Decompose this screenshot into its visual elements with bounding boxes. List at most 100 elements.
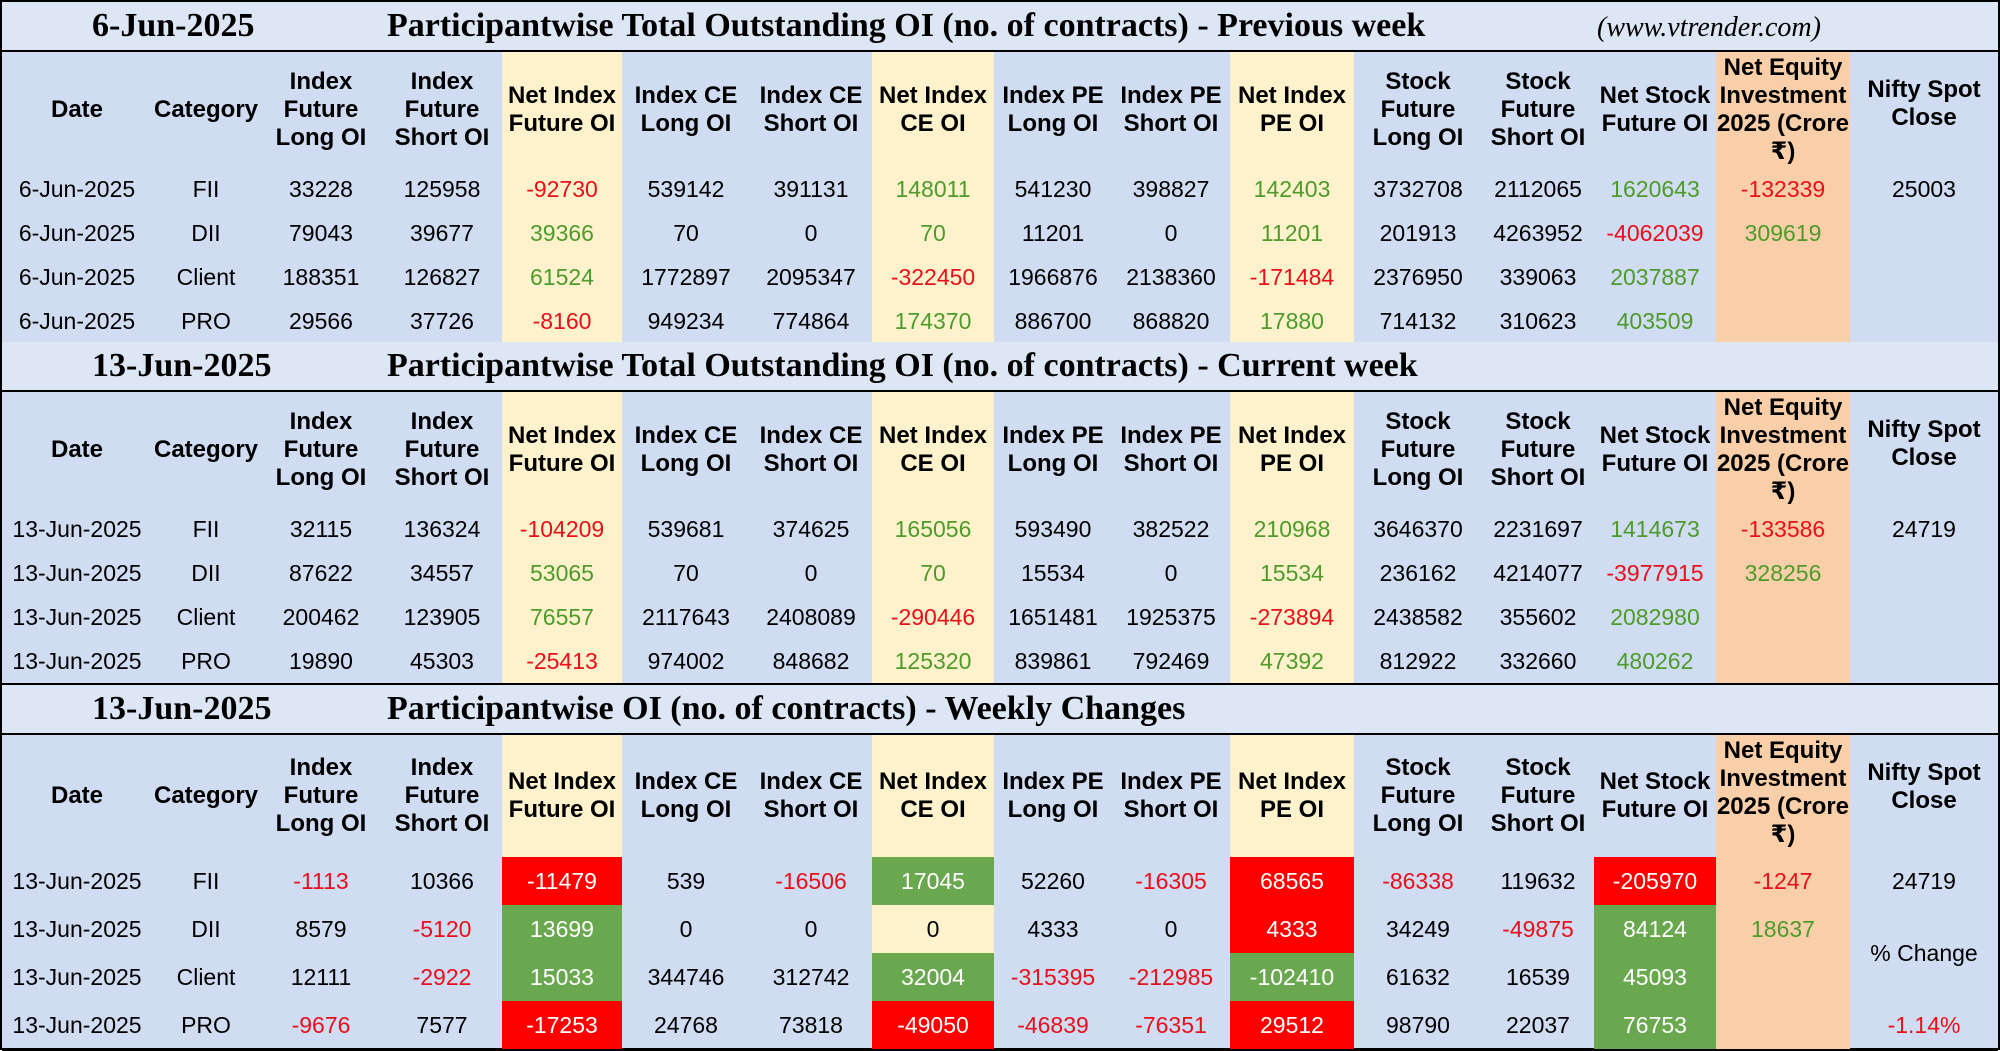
column-15: Nifty Spot Close 24719 % Change -1.14% <box>1850 735 1998 1049</box>
nifty-spot-value: 25003 <box>1892 175 1956 202</box>
table-cell: 148011 <box>895 175 971 202</box>
column-1: Category FII DII Client PRO <box>152 392 260 683</box>
table-cell: 136324 <box>403 515 481 542</box>
row-category: FII <box>192 175 220 202</box>
table-cell: 126827 <box>403 263 481 290</box>
column-header: Date <box>50 435 104 463</box>
table-cell: 792469 <box>1132 647 1210 674</box>
column-6: Index CE Short OI 374625 0 2408089 848682 <box>750 392 872 683</box>
column-header: Net Stock Future OI <box>1599 768 1711 823</box>
column-header: Index Future Long OI <box>275 67 367 151</box>
table-cell: 328256 <box>1744 559 1822 586</box>
column-0: Date 13-Jun-2025 13-Jun-2025 13-Jun-2025 13-… <box>2 392 152 683</box>
table-cell: 13699 <box>502 905 622 953</box>
table-cell: 2095347 <box>766 263 856 290</box>
table-cell: 37726 <box>410 307 474 334</box>
table-cell: 29566 <box>289 307 353 334</box>
table-cell: -1113 <box>293 867 349 894</box>
section-title: Participantwise Total Outstanding OI (no… <box>387 347 1418 384</box>
column-header: Net Equity Investment 2025 (Crore ₹) <box>1716 394 1850 505</box>
table-cell: -17253 <box>502 1001 622 1049</box>
column-2: Index Future Long OI 33228 79043 188351 2956… <box>260 52 382 343</box>
section-1: 13-Jun-2025 Participantwise Total Outstan… <box>2 342 1998 685</box>
column-header: Index Future Short OI <box>394 754 490 837</box>
table-cell: 61632 <box>1386 963 1450 990</box>
row-category: DII <box>191 559 221 586</box>
column-5: Index CE Long OI 539681 70 2117643 974002 <box>622 392 750 683</box>
column-header: Index PE Long OI <box>1002 768 1104 823</box>
table-cell: 1414673 <box>1610 515 1700 542</box>
column-header: Index CE Long OI <box>634 81 738 137</box>
section-0: 6-Jun-2025 Participantwise Total Outstand… <box>2 2 1998 345</box>
table-cell: 2138360 <box>1126 263 1216 290</box>
row-date: 13-Jun-2025 <box>12 647 142 674</box>
table-cell <box>1716 299 1850 343</box>
table-cell: 17045 <box>872 857 994 905</box>
table-cell: 949234 <box>647 307 725 334</box>
table-cell: 541230 <box>1014 175 1092 202</box>
table-cell: 868820 <box>1132 307 1210 334</box>
nifty-spot-area: 24719 <box>1850 507 1998 683</box>
table-cell: -205970 <box>1594 857 1716 905</box>
column-11: Stock Future Long OI 3732708 201913 2376950… <box>1354 52 1482 343</box>
column-header: Net Stock Future OI <box>1599 81 1711 137</box>
section-date: 13-Jun-2025 <box>92 347 272 384</box>
column-header: Net Equity Investment 2025 (Crore ₹) <box>1716 737 1850 848</box>
table-cell: 52260 <box>1021 867 1085 894</box>
table-cell <box>1716 1001 1850 1049</box>
row-category: PRO <box>181 307 231 334</box>
row-category: FII <box>192 515 220 542</box>
table-cell: -11479 <box>502 857 622 905</box>
column-header: Category <box>153 435 259 463</box>
table-cell: 0 <box>679 915 693 942</box>
column-14: Net Equity Investment 2025 (Crore ₹) -132… <box>1716 52 1850 343</box>
column-header: Net Index CE OI <box>878 421 988 477</box>
table-cell: 34557 <box>410 559 474 586</box>
table-cell: -49050 <box>872 1001 994 1049</box>
table-cell: 398827 <box>1132 175 1210 202</box>
table-cell: 2231697 <box>1493 515 1583 542</box>
data-grid: Date 13-Jun-2025 13-Jun-2025 13-Jun-2025 13-… <box>2 392 1998 683</box>
column-header: Category <box>153 95 259 123</box>
table-cell: 2438582 <box>1373 603 1463 630</box>
table-cell: 0 <box>926 915 940 942</box>
table-cell: 812922 <box>1379 647 1457 674</box>
column-header: Index CE Long OI <box>634 768 738 823</box>
column-header: Net Stock Future OI <box>1599 421 1711 477</box>
table-cell: 0 <box>804 915 818 942</box>
table-cell: -1247 <box>1753 867 1813 894</box>
row-date: 13-Jun-2025 <box>12 603 142 630</box>
table-cell <box>1716 255 1850 299</box>
section-title-bar: 6-Jun-2025 Participantwise Total Outstand… <box>2 2 1998 52</box>
table-cell: 22037 <box>1506 1011 1570 1038</box>
section-date: 13-Jun-2025 <box>92 690 272 727</box>
row-date: 13-Jun-2025 <box>12 963 142 990</box>
column-12: Stock Future Short OI 2112065 4263952 33906… <box>1482 52 1594 343</box>
table-cell: 1966876 <box>1008 263 1098 290</box>
table-cell: 403509 <box>1616 307 1694 334</box>
nifty-spot-value: 24719 <box>1892 867 1956 894</box>
section-date: 6-Jun-2025 <box>92 7 255 44</box>
table-cell: 210968 <box>1253 515 1331 542</box>
column-header: Index PE Short OI <box>1120 421 1222 477</box>
table-cell: 201913 <box>1379 219 1457 246</box>
site-url: (www.vtrender.com) <box>1597 12 1821 43</box>
table-cell: 2037887 <box>1610 263 1700 290</box>
table-cell: 188351 <box>282 263 360 290</box>
percent-change-label: % Change <box>1870 939 1978 966</box>
table-cell: 355602 <box>1499 603 1577 630</box>
column-4: Net Index Future OI -92730 39366 61524 -8160 <box>502 52 622 343</box>
column-7: Net Index CE OI 165056 70 -290446 125320 <box>872 392 994 683</box>
column-6: Index CE Short OI 391131 0 2095347 774864 <box>750 52 872 343</box>
table-cell: 374625 <box>772 515 850 542</box>
column-header: Stock Future Short OI <box>1490 754 1586 837</box>
column-2: Index Future Long OI 32115 87622 200462 1989… <box>260 392 382 683</box>
section-title-bar: 13-Jun-2025 Participantwise OI (no. of co… <box>2 685 1998 735</box>
table-cell: 539 <box>666 867 706 894</box>
table-cell: -133586 <box>1740 515 1826 542</box>
table-cell: 15534 <box>1021 559 1085 586</box>
table-cell: 11201 <box>1021 219 1085 246</box>
row-category: PRO <box>181 647 231 674</box>
column-3: Index Future Short OI 125958 39677 126827 37… <box>382 52 502 343</box>
